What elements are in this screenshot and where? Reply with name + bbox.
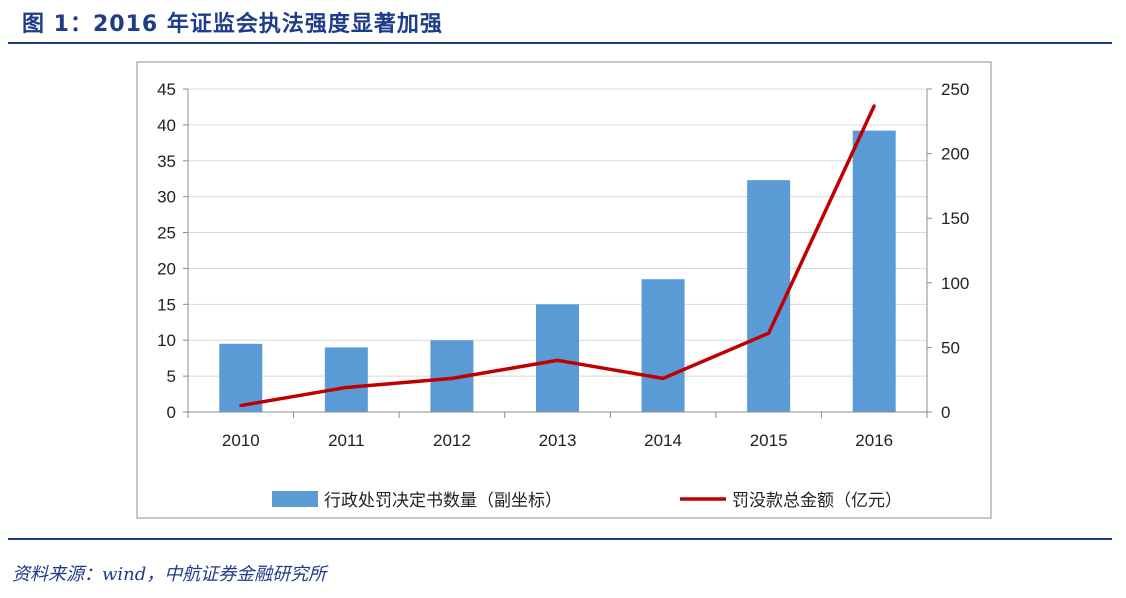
bar	[536, 304, 579, 412]
footer-divider	[8, 538, 1112, 540]
bar	[852, 130, 896, 412]
bar	[747, 180, 791, 412]
line-point	[556, 358, 559, 362]
axes: 0 5 10 15 20 25 30 35 40 45 0 50 100 150 200 250 2010 201…	[157, 80, 969, 450]
line-point	[872, 104, 876, 108]
x-axis-tick-label: 2013	[539, 431, 577, 450]
legend-swatch-bar	[272, 491, 318, 507]
left-axis-tick-label: 5	[167, 367, 176, 386]
left-axis-tick-label: 45	[157, 80, 176, 99]
bar	[219, 343, 263, 412]
bar-series	[219, 130, 896, 412]
bar	[324, 347, 368, 412]
left-axis-tick-label: 35	[157, 152, 176, 171]
left-axis-tick-label: 30	[157, 188, 176, 207]
line-point	[344, 385, 348, 389]
line-point	[661, 376, 665, 380]
left-axis-tick-label: 40	[157, 116, 176, 135]
left-axis-tick-label: 0	[167, 403, 176, 422]
bar	[641, 279, 685, 412]
source-note: 资料来源：wind，中航证券金融研究所	[12, 564, 327, 585]
legend: 行政处罚决定书数量（副坐标） 罚没款总金额（亿元）	[272, 491, 902, 511]
x-axis-tick-label: 2016	[855, 431, 893, 450]
chart-frame	[136, 61, 992, 519]
line-series	[239, 104, 876, 408]
right-axis-tick-label: 50	[941, 338, 960, 357]
legend-label-line: 罚没款总金额（亿元）	[732, 491, 902, 511]
line-point	[450, 376, 454, 380]
left-axis-tick-label: 25	[157, 224, 176, 243]
right-axis-tick-label: 100	[941, 274, 969, 293]
right-axis-tick-label: 150	[941, 209, 969, 228]
right-axis-tick-label: 250	[941, 80, 969, 99]
line-point	[767, 331, 771, 335]
title-divider	[8, 42, 1112, 44]
left-axis-tick-label: 15	[157, 295, 176, 314]
x-axis-tick-label: 2014	[644, 431, 682, 450]
left-axis-tick-label: 20	[157, 259, 176, 278]
line-point	[239, 404, 243, 408]
legend-label-bar: 行政处罚决定书数量（副坐标）	[324, 491, 562, 511]
chart-title: 图 1：2016 年证监会执法强度显著加强	[22, 12, 443, 37]
x-axis-tick-label: 2015	[750, 431, 788, 450]
x-axis-tick-label: 2011	[328, 431, 365, 450]
x-axis-tick-label: 2010	[222, 431, 260, 450]
right-axis-tick-label: 200	[941, 145, 969, 164]
left-axis-tick-label: 10	[157, 331, 176, 350]
right-axis-tick-label: 0	[941, 403, 950, 422]
x-axis-tick-label: 2012	[433, 431, 471, 450]
